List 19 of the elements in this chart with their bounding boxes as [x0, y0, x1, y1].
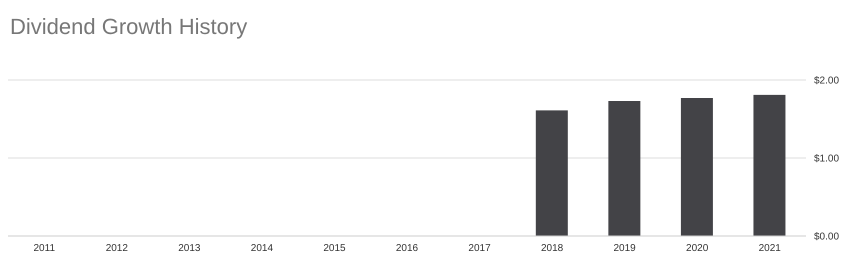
- bar: [536, 110, 568, 236]
- bar: [680, 98, 713, 236]
- x-tick-label: 2018: [540, 243, 564, 254]
- x-tick-label: 2012: [106, 243, 128, 254]
- x-tick-label: 2021: [758, 243, 782, 254]
- y-tick-label: $0.00: [814, 232, 840, 243]
- chart-title: Dividend Growth History: [10, 14, 248, 40]
- x-tick-label: 2014: [250, 243, 274, 254]
- bar: [753, 94, 786, 236]
- x-tick-label: 2019: [614, 243, 636, 254]
- x-tick-label: 2017: [468, 243, 492, 254]
- x-tick-label: 2011: [34, 243, 56, 254]
- y-tick-label: $2.00: [814, 76, 840, 87]
- bar: [608, 101, 640, 236]
- x-tick-label: 2016: [396, 243, 419, 254]
- x-tick-label: 2015: [323, 243, 346, 254]
- x-tick-label: 2020: [686, 243, 709, 254]
- x-tick-label: 2013: [178, 243, 201, 254]
- y-tick-label: $1.00: [814, 154, 840, 165]
